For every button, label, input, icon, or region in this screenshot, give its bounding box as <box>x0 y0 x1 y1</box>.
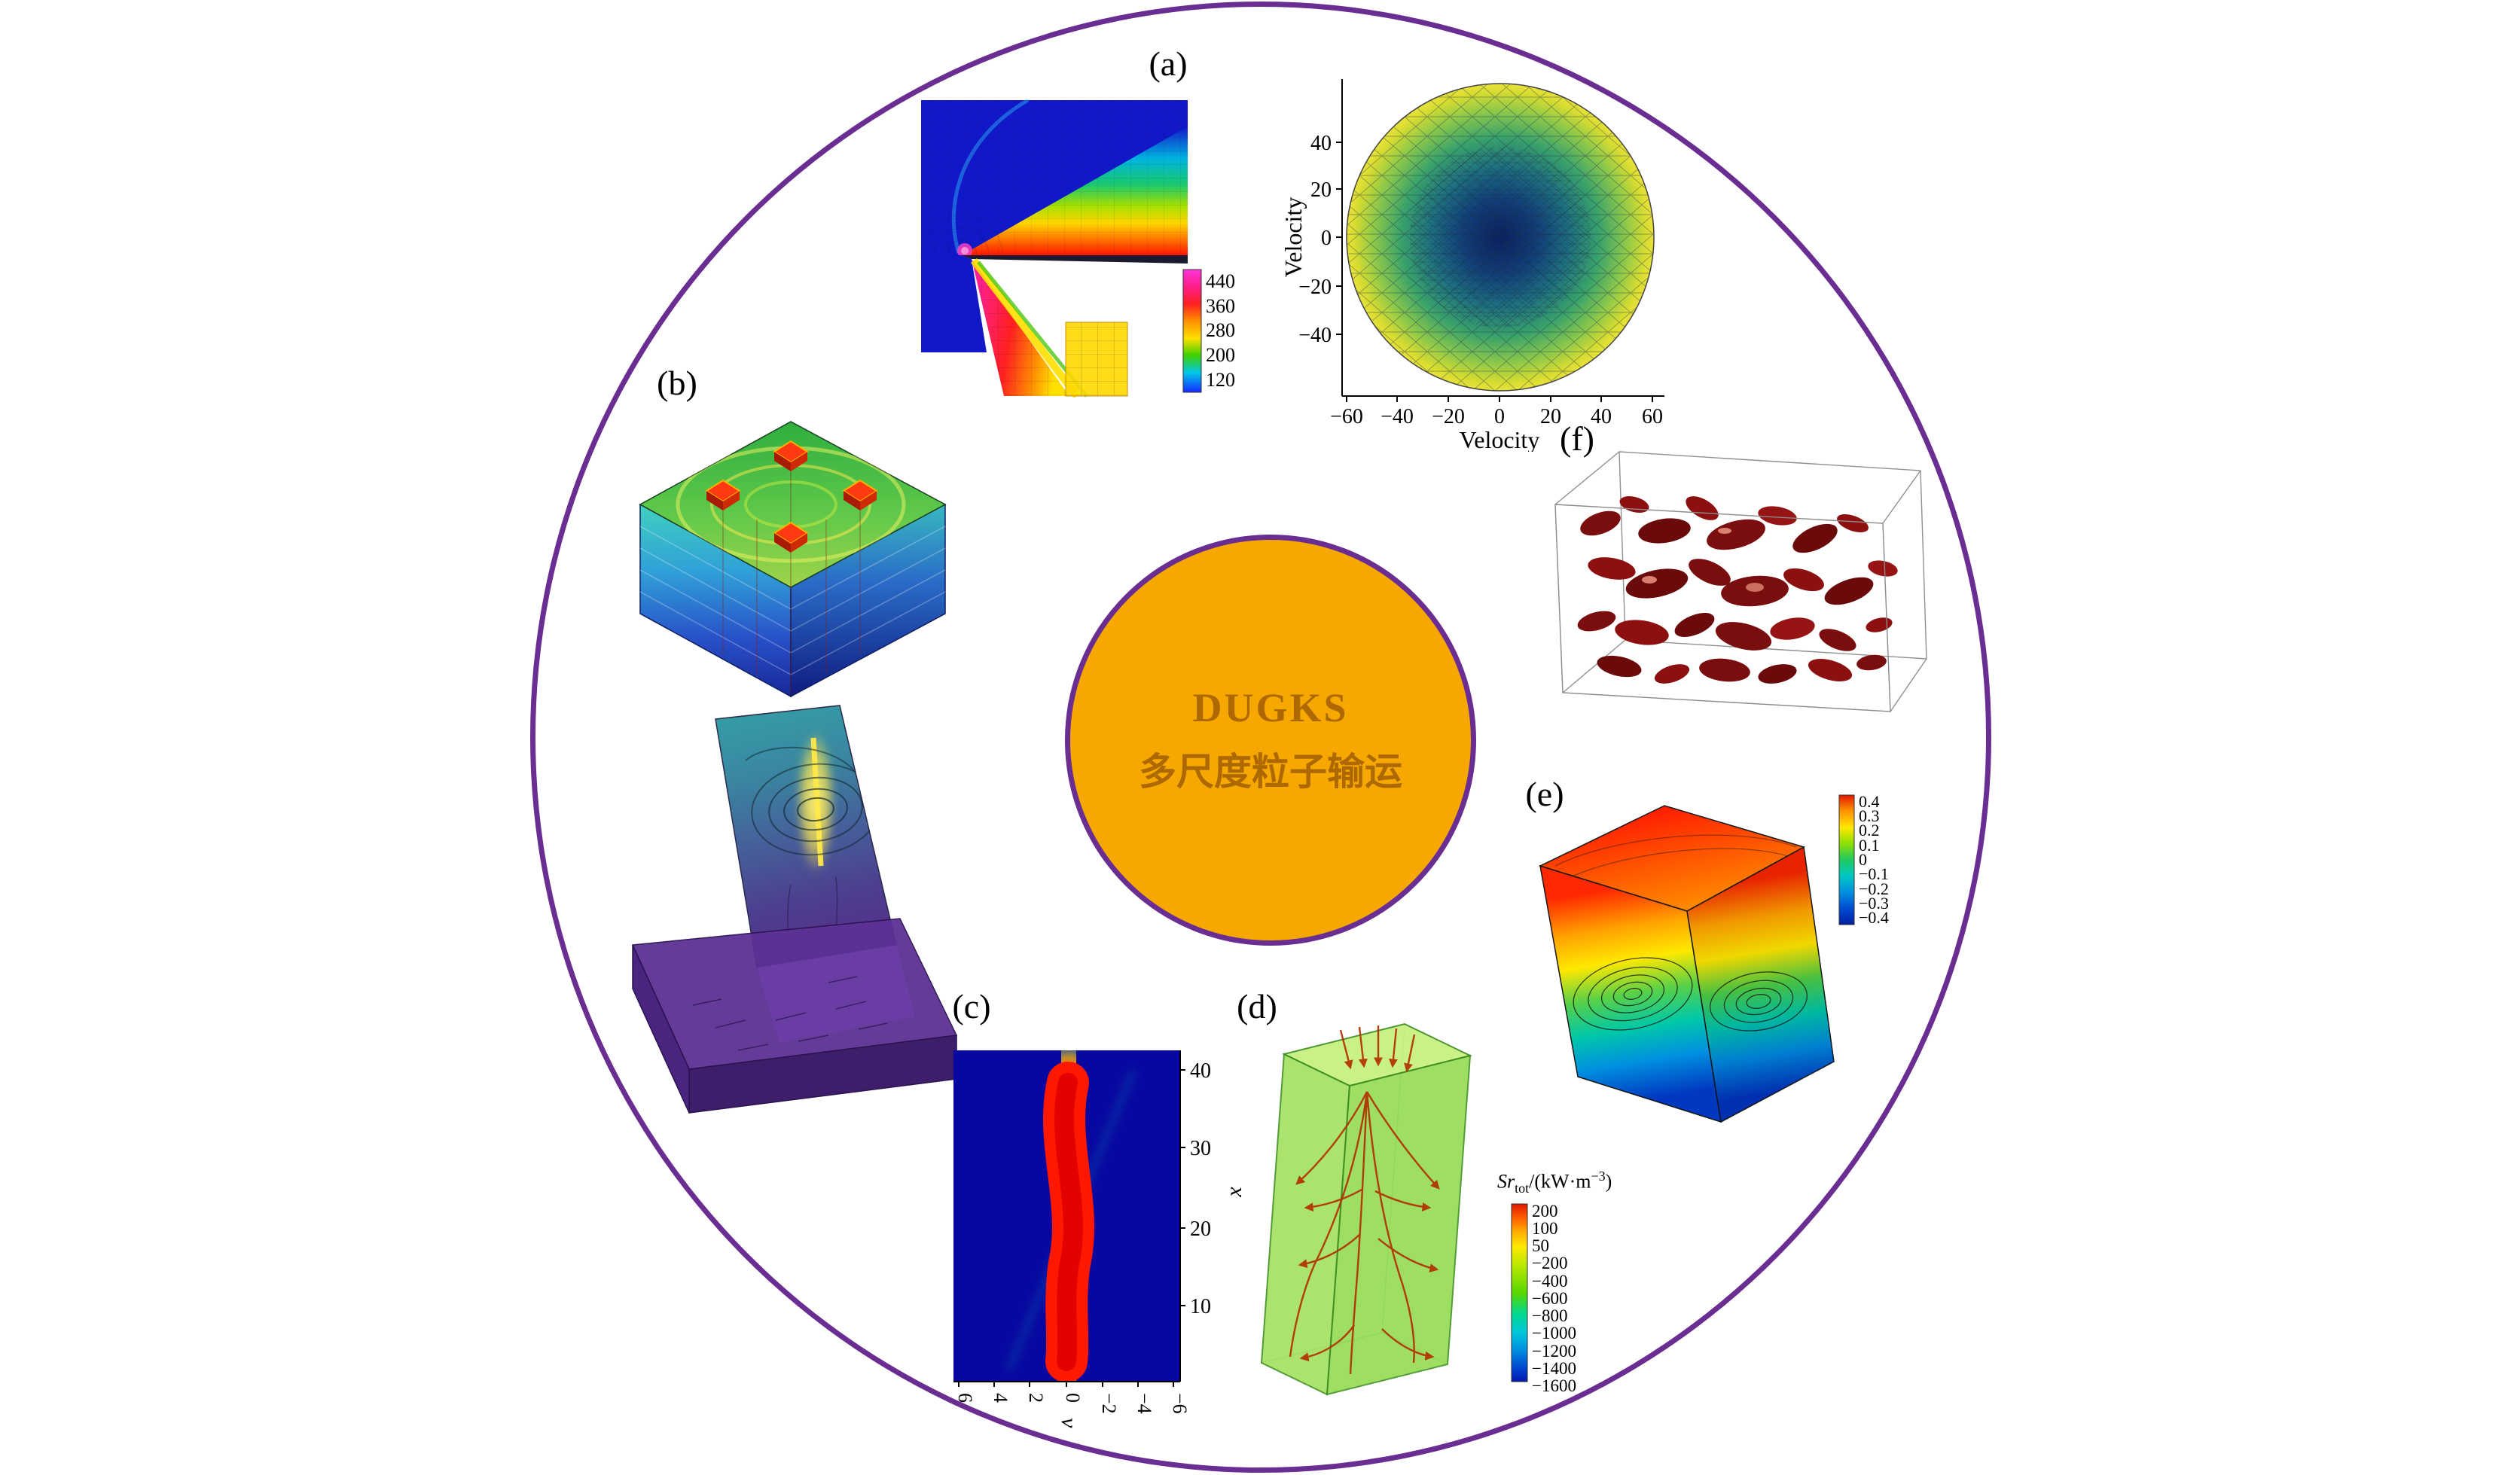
panel-b-3d-block <box>639 421 947 698</box>
colorbar-tick: −800 <box>1532 1306 1567 1325</box>
colorbar-title-end: ) <box>1605 1170 1612 1193</box>
bottom-tick: −6 <box>1169 1393 1191 1414</box>
right-axis-label: x <box>1222 1187 1246 1198</box>
panel-f-turbulence-isosurface <box>1554 451 1927 712</box>
panel-d-streamline-box: 200 100 50 −200 −400 −600 −800 −1000 −12… <box>1260 1022 1576 1396</box>
y-tick: 40 <box>1310 132 1332 155</box>
center-circle: DUGKS 多尺度粒子输运 <box>1065 535 1476 946</box>
colorbar-tick: −1400 <box>1532 1359 1576 1378</box>
y-tick: 20 <box>1310 178 1332 202</box>
bottom-axis: 6 4 2 0 −2 −4 −6 v <box>953 1381 1191 1428</box>
colorbar-tick: −400 <box>1532 1272 1567 1291</box>
bottom-axis-label: v <box>1057 1418 1082 1428</box>
panel-e-colorbar: 0.4 0.3 0.2 0.1 0 −0.1 −0.2 −0.3 −0.4 <box>1838 792 1889 927</box>
colorbar-tick: −0.4 <box>1859 908 1889 927</box>
colorbar-tick: −200 <box>1532 1254 1567 1272</box>
heater-chips <box>705 440 878 553</box>
center-subtitle: 多尺度粒子输运 <box>1139 751 1402 793</box>
x-tick: 0 <box>1494 405 1505 428</box>
colorbar-tick: 0 <box>1859 850 1867 869</box>
contour-field <box>920 98 1188 297</box>
bottom-tick: 4 <box>990 1393 1011 1403</box>
right-tick: 30 <box>1190 1137 1211 1160</box>
panel-f-label: (f) <box>1560 419 1594 458</box>
panel-d-colorbar: 200 100 50 −200 −400 −600 −800 −1000 −12… <box>1511 1202 1576 1395</box>
through-wires <box>722 462 861 694</box>
y-tick: −20 <box>1298 276 1332 299</box>
bottom-tick: 2 <box>1025 1393 1047 1403</box>
right-tick: 40 <box>1190 1059 1211 1083</box>
colorbar-tick: 280 <box>1206 319 1235 341</box>
colorbar-title-mid: /(kW·m <box>1529 1170 1591 1193</box>
colorbar-title-sub: tot <box>1515 1180 1530 1196</box>
colorbar-tick: 440 <box>1206 270 1235 292</box>
y-axis: 40 20 0 −20 −40 Velocity <box>1280 79 1343 396</box>
x-tick: 20 <box>1540 405 1561 428</box>
x-tick: −40 <box>1381 405 1414 428</box>
panel-a-label: (a) <box>1149 44 1188 83</box>
colorbar-tick: 0.1 <box>1859 836 1880 855</box>
colorbar-tick: −1600 <box>1532 1376 1576 1395</box>
y-axis-label: Velocity <box>1280 197 1307 278</box>
colorbar-tick: 200 <box>1206 344 1235 366</box>
velocity-mesh-circle <box>1346 83 1655 392</box>
x-axis-label: Velocity <box>1460 426 1540 452</box>
right-axis: 40 30 20 10 x <box>1179 1050 1246 1382</box>
x-tick: −20 <box>1432 405 1465 428</box>
right-tick: 20 <box>1190 1217 1211 1241</box>
box-front-edges <box>1554 504 1891 712</box>
bottom-tick: 0 <box>1062 1393 1084 1403</box>
x-tick: 60 <box>1642 405 1663 428</box>
flat-plate-and-wake <box>921 255 1188 398</box>
panel-e-label: (e) <box>1525 775 1564 813</box>
colorbar-tick: −1200 <box>1532 1342 1576 1361</box>
base-slab <box>631 918 958 1114</box>
cube-faces <box>1538 805 1835 1123</box>
colorbar-tick: 100 <box>1532 1219 1558 1238</box>
panel-d-label: (d) <box>1237 987 1277 1025</box>
colorbar-tick: −0.2 <box>1859 879 1889 898</box>
x-axis: −60 −40 −20 0 20 40 60 Velocity <box>1330 395 1664 452</box>
bottom-tick: −2 <box>1098 1393 1120 1414</box>
bottom-tick: −4 <box>1133 1393 1155 1414</box>
block-side-faces <box>639 503 946 698</box>
colorbar-title-var: Sr <box>1497 1170 1515 1193</box>
x-tick: −60 <box>1330 405 1363 428</box>
center-title: DUGKS <box>1192 685 1349 730</box>
colorbar-tick: 0.2 <box>1859 821 1880 840</box>
isosurface-blobs <box>1577 496 1898 684</box>
colorbar-tick: −0.1 <box>1859 864 1889 883</box>
colorbar-tick: −0.3 <box>1859 894 1889 913</box>
colorbar-title-sup: −3 <box>1591 1169 1606 1184</box>
colorbar-tick: 0.4 <box>1859 792 1880 811</box>
colorbar-tick: −600 <box>1532 1289 1567 1308</box>
panel-a-velocity-mesh-plot: 40 20 0 −20 −40 Velocity −60 −40 −20 0 2… <box>1280 79 1664 452</box>
x-tick: 40 <box>1591 405 1612 428</box>
contour-plot-area <box>953 1050 1180 1382</box>
panel-d-colorbar-title: Srtot/(kW·m−3) <box>1497 1169 1612 1196</box>
colorbar-tick: 200 <box>1532 1202 1558 1221</box>
streamlines <box>1289 1025 1440 1375</box>
y-tick: 0 <box>1321 227 1332 250</box>
panel-a-contour-plot: 440 360 280 200 120 <box>920 98 1235 398</box>
colorbar-tick: −1000 <box>1532 1324 1576 1342</box>
colorbar-tick: 120 <box>1206 369 1235 391</box>
outer-ring <box>530 2 1991 1473</box>
colorbar-tick: 50 <box>1532 1236 1549 1255</box>
y-tick: −40 <box>1298 324 1332 347</box>
panel-a-colorbar: 440 360 280 200 120 <box>1182 269 1235 393</box>
panel-e-cavity-cube: 0.4 0.3 0.2 0.1 0 −0.1 −0.2 −0.3 −0.4 <box>1538 792 1889 1123</box>
cube-streamlines <box>1554 834 1808 1032</box>
right-tick: 10 <box>1190 1295 1211 1318</box>
panel-c-phase-contour: 40 30 20 10 x 6 4 2 0 −2 −4 −6 v <box>953 1050 1246 1428</box>
bottom-tick: 6 <box>954 1393 976 1403</box>
panel-b-label: (b) <box>657 364 697 402</box>
panel-b-streamline-slab <box>631 705 958 1114</box>
panel-c-label: (c) <box>952 987 991 1025</box>
transparent-box <box>1260 1022 1472 1396</box>
colorbar-tick: 360 <box>1206 295 1235 317</box>
colorbar-tick: 0.3 <box>1859 806 1880 825</box>
